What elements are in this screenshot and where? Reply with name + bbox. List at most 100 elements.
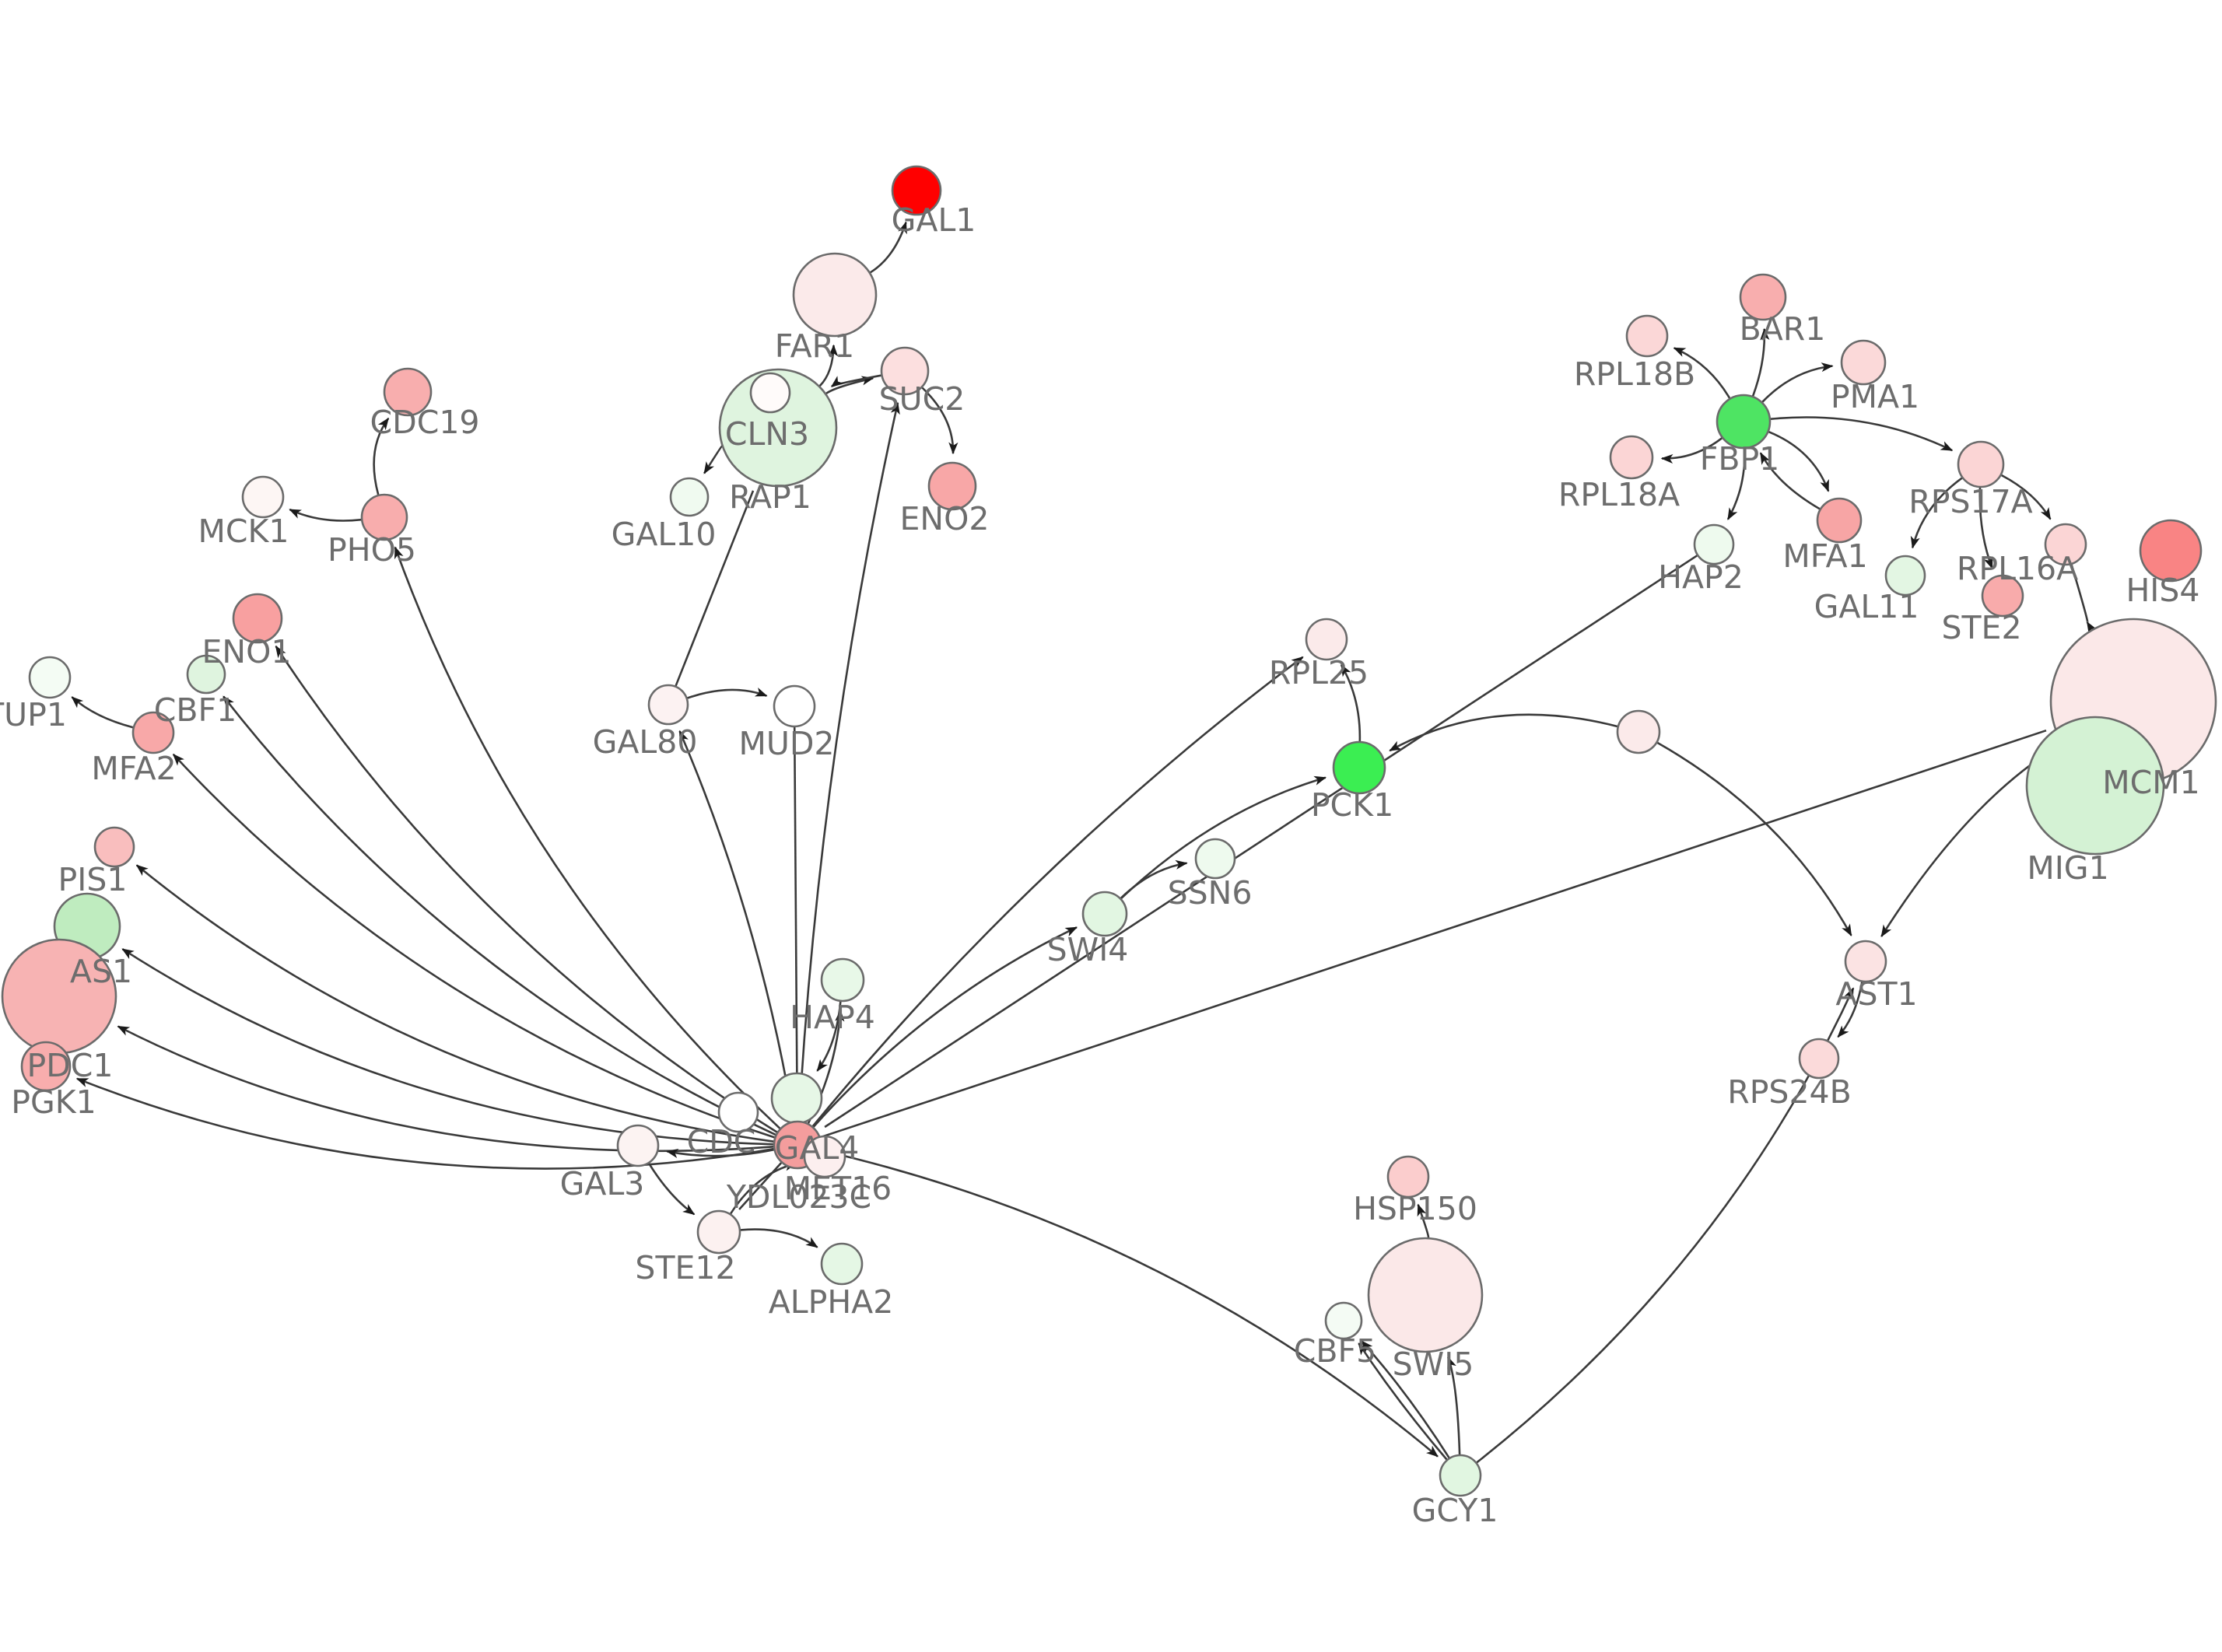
node-label-bar1: BAR1 <box>1740 310 1826 348</box>
node-label-hap4: HAP4 <box>790 999 875 1036</box>
edge-gal4-to-mfa2 <box>172 753 775 1139</box>
node-rpl16a[interactable] <box>2044 523 2087 566</box>
node-alpha2[interactable] <box>820 1242 864 1286</box>
node-rpl25[interactable] <box>1305 618 1348 661</box>
node-gal11[interactable] <box>1884 555 1926 597</box>
node-eno1[interactable] <box>232 593 283 644</box>
node-label-gcy1: GCY1 <box>1412 1492 1498 1529</box>
node-label-swi4: SWI4 <box>1047 931 1129 968</box>
node-label-pdc1: PDC1 <box>26 1047 113 1084</box>
edge-gcy1-to-cbf5 <box>1361 1340 1450 1458</box>
node-swi5[interactable] <box>1367 1237 1484 1353</box>
edge-cln3-to-gal10 <box>703 445 723 474</box>
node-pho5[interactable] <box>360 493 408 541</box>
node-label-cdc19: CDC19 <box>370 404 480 441</box>
node-label-gal4: GAL4 <box>775 1129 860 1167</box>
node-tup1[interactable] <box>28 656 72 699</box>
node-pck1[interactable] <box>1332 740 1386 795</box>
node-his4[interactable] <box>2139 519 2203 583</box>
edge-gcy1-to-ast1 <box>1476 987 1855 1464</box>
node-gal80[interactable] <box>647 684 689 726</box>
node-label-swi5: SWI5 <box>1393 1346 1474 1383</box>
node-cdc[interactable] <box>717 1091 759 1133</box>
node-ydl023c[interactable] <box>803 1135 846 1178</box>
node-label-met16: MET16 <box>784 1170 892 1207</box>
node-label-mig1: MIG1 <box>2027 849 2108 887</box>
edge-ast1-to-rps24b <box>1837 982 1863 1038</box>
node-label-ste2: STE2 <box>1941 609 2021 646</box>
node-label-gal11: GAL11 <box>1814 588 1919 625</box>
node-label-gal10: GAL10 <box>612 516 717 553</box>
node-ssn6[interactable] <box>1194 838 1236 880</box>
edge-pho5-to-mck1 <box>289 508 362 522</box>
edge-rps17a-to-ste2 <box>1978 487 1993 569</box>
edge-gal80-to-mud2 <box>687 687 768 699</box>
label-layer: GAL1 BAR1 RPL18B PMA1 FAR1 SUC2 FBP1 CDC19 RPL18… <box>0 201 2200 1529</box>
node-hap4[interactable] <box>820 957 865 1003</box>
node-gal1[interactable] <box>891 165 942 216</box>
node-label-suc2: SUC2 <box>879 380 966 418</box>
node-ast1[interactable] <box>1844 940 1887 983</box>
edge-fbp1-to-rpl18a <box>1660 437 1723 464</box>
node-rps17a[interactable] <box>1957 440 2005 488</box>
node-label-ssn6: SSN6 <box>1168 874 1253 912</box>
node-unnamed1[interactable] <box>1616 709 1661 754</box>
node-far1[interactable] <box>792 252 878 338</box>
node-gcy1[interactable] <box>1439 1454 1482 1497</box>
node-pgk1[interactable] <box>20 1041 72 1092</box>
node-cbf5[interactable] <box>1324 1301 1363 1340</box>
node-label-rpl18b: RPL18B <box>1574 355 1695 393</box>
node-ste2[interactable] <box>1981 574 2024 618</box>
edge-suc2-to-cln3 <box>830 374 881 388</box>
node-pis1[interactable] <box>93 826 135 868</box>
node-bar1[interactable] <box>1739 273 1787 321</box>
node-label-gal3: GAL3 <box>560 1165 645 1202</box>
edge-hap4-to-met16 <box>816 1001 842 1072</box>
node-label-gal1: GAL1 <box>892 201 976 239</box>
node-eno2[interactable] <box>927 461 977 511</box>
node-rap1[interactable] <box>749 372 791 414</box>
node-gal10[interactable] <box>669 477 710 517</box>
node-mig1[interactable] <box>2025 716 2165 856</box>
node-mud2[interactable] <box>773 684 816 728</box>
edge-rps17a-to-gal11 <box>1910 477 1963 549</box>
node-hap2[interactable] <box>1693 523 1735 565</box>
node-label-eno2: ENO2 <box>900 500 990 537</box>
edge-suc2-to-eno2 <box>921 387 959 455</box>
node-cln3[interactable] <box>718 368 838 488</box>
node-label-gal80: GAL80 <box>593 723 698 761</box>
node-mck1[interactable] <box>241 475 285 519</box>
node-cdc19[interactable] <box>383 367 433 417</box>
edge-fbp1-to-bar1 <box>1751 327 1770 397</box>
edge-gal80-to-cln3 <box>675 490 755 687</box>
edge-pho5-to-cdc19 <box>373 417 390 495</box>
node-label-rps17a: RPS17A <box>1908 483 2032 520</box>
node-label-far1: FAR1 <box>775 327 854 365</box>
edge-gal4-to-gcy1 <box>820 1149 1439 1458</box>
edge-gal4-to-eno1 <box>275 645 778 1133</box>
node-label-pho5: PHO5 <box>328 531 416 569</box>
node-suc2[interactable] <box>880 346 930 396</box>
node-gal3[interactable] <box>616 1124 660 1167</box>
node-met16[interactable] <box>770 1072 823 1125</box>
node-pma1[interactable] <box>1840 339 1887 386</box>
node-label-hap2: HAP2 <box>1658 558 1744 596</box>
edge-swi5-to-hsp150 <box>1417 1203 1430 1238</box>
node-rpl18b[interactable] <box>1625 314 1669 358</box>
node-hsp150[interactable] <box>1386 1155 1430 1199</box>
node-label-mcm1: MCM1 <box>2102 764 2199 801</box>
node-label-mck1: MCK1 <box>198 513 289 550</box>
node-fbp1[interactable] <box>1716 394 1772 450</box>
node-swi4[interactable] <box>1081 891 1128 937</box>
node-mfa2[interactable] <box>131 711 175 754</box>
node-ste12[interactable] <box>696 1209 741 1255</box>
node-mfa1[interactable] <box>1816 497 1863 544</box>
node-label-ast1: AST1 <box>1835 975 1917 1013</box>
node-cbf1[interactable] <box>186 654 226 695</box>
node-label-as1: AS1 <box>70 953 132 990</box>
node-rps24b[interactable] <box>1798 1038 1840 1080</box>
node-label-pis1: PIS1 <box>58 861 128 898</box>
node-rpl18a[interactable] <box>1609 435 1654 480</box>
